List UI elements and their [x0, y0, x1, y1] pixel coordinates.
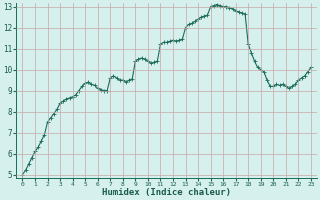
X-axis label: Humidex (Indice chaleur): Humidex (Indice chaleur) [102, 188, 231, 197]
